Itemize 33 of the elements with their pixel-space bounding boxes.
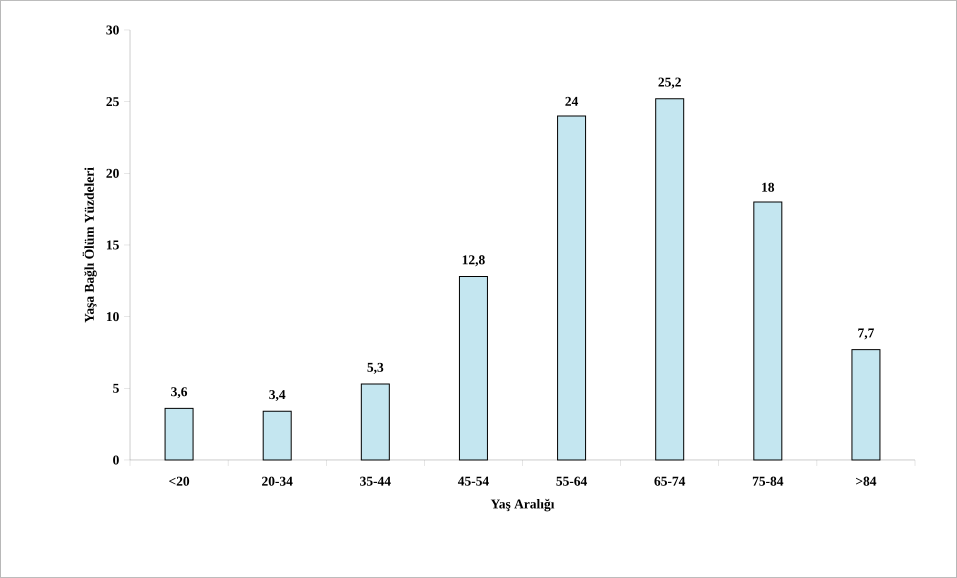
bar: [360, 384, 390, 460]
y-tick-label: 30: [106, 25, 119, 35]
x-axis-title: Yaş Aralığı: [490, 498, 554, 512]
x-tick-label: 35-44: [360, 476, 391, 486]
data-label: 25,2: [658, 78, 681, 89]
y-tick-label: 5: [113, 384, 119, 393]
data-label: 3,6: [171, 387, 188, 398]
bar: [655, 98, 684, 460]
bar: [851, 349, 880, 460]
data-label: 12,8: [462, 255, 485, 266]
y-tick-label: 20: [106, 168, 119, 178]
bar: [262, 410, 292, 460]
data-label: 5,3: [367, 362, 384, 374]
x-tick-label: 65-74: [654, 476, 686, 486]
data-label: 24: [565, 96, 578, 106]
x-tick-label: 20-34: [262, 476, 293, 486]
y-tick-label: 0: [113, 455, 119, 465]
x-tick-label: 45-54: [458, 476, 489, 486]
x-tick-label: >84: [856, 476, 876, 486]
y-tick-label: 25: [106, 97, 119, 106]
data-label: 3,4: [269, 390, 286, 402]
x-tick-label: 55-64: [556, 476, 588, 486]
bar: [753, 201, 782, 460]
data-label: 18: [762, 182, 774, 192]
x-tick-label: <20: [169, 476, 190, 486]
bar: [557, 115, 586, 460]
x-tick-label: 75-84: [752, 476, 784, 486]
y-axis-title: Yaşa Bağlı Ölüm Yüzdeleri: [82, 167, 97, 323]
y-tick-label: 10: [106, 312, 119, 322]
bar: [458, 276, 488, 460]
y-tick-label: 15: [106, 240, 119, 250]
data-label: 7,7: [858, 328, 874, 340]
bar: [164, 408, 194, 460]
